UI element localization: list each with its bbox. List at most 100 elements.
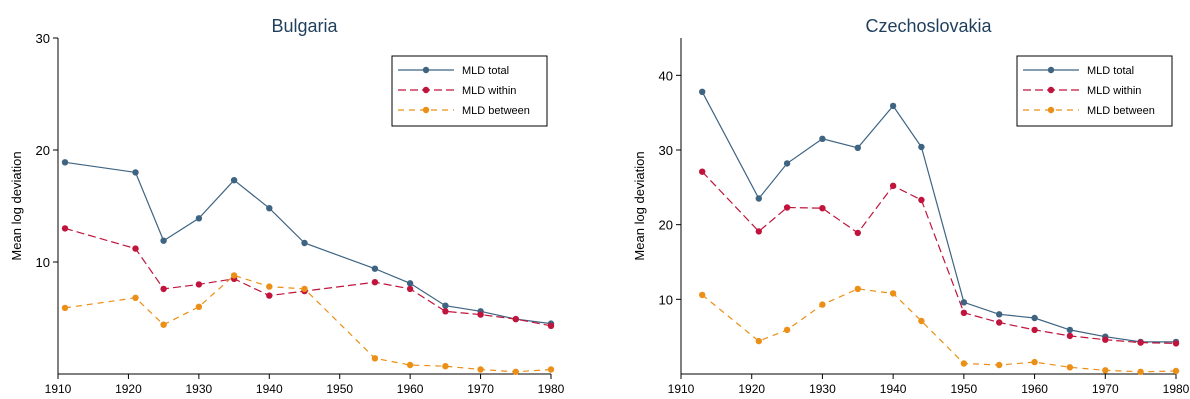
data-point-czechoslovakia-mld-total-1921 — [755, 195, 762, 202]
x-tick-label-bulgaria-1980: 1980 — [538, 382, 565, 396]
x-tick-label-czechoslovakia-1960: 1960 — [1021, 382, 1048, 396]
x-tick-label-bulgaria-1930: 1930 — [186, 382, 213, 396]
legend-marker-bulgaria-mld-total — [422, 66, 430, 74]
data-point-czechoslovakia-mld-total-1925 — [783, 160, 791, 167]
series-line-bulgaria-mld-between — [64, 274, 552, 373]
data-point-bulgaria-mld-between-1975 — [512, 368, 519, 375]
y-tick-label-bulgaria-30: 30 — [36, 31, 50, 46]
legend-label-czechoslovakia-mld-within: MLD within — [1087, 85, 1141, 97]
legend-marker-bulgaria-mld-within — [422, 86, 430, 94]
data-point-czechoslovakia-mld-between-1930 — [819, 301, 826, 308]
legend-marker-czechoslovakia-mld-within — [1047, 86, 1055, 94]
x-tick-label-czechoslovakia-1980: 1980 — [1163, 382, 1190, 396]
x-tick-label-bulgaria-1910: 1910 — [45, 382, 72, 396]
legend-marker-czechoslovakia-mld-total — [1047, 66, 1055, 74]
series-line-czechoslovakia-mld-within — [701, 171, 1177, 344]
data-point-czechoslovakia-mld-within-1921 — [755, 228, 762, 235]
data-point-bulgaria-mld-within-1921 — [132, 245, 139, 252]
legend-label-bulgaria-mld-total: MLD total — [462, 65, 509, 77]
data-point-czechoslovakia-mld-between-1913 — [699, 291, 706, 299]
data-point-bulgaria-mld-between-1965 — [442, 363, 449, 370]
data-point-bulgaria-mld-within-1925 — [160, 285, 167, 293]
data-point-bulgaria-mld-total-1955 — [371, 265, 379, 272]
chart-panel-bulgaria: Bulgaria Mean log deviation 10 20 30 1910 1920… — [9, 16, 565, 396]
data-point-bulgaria-mld-within-1911 — [61, 225, 69, 232]
x-tick-label-czechoslovakia-1950: 1950 — [951, 382, 978, 396]
data-point-bulgaria-mld-total-1960 — [406, 280, 414, 287]
chart-svg-czechoslovakia: Czechoslovakia Mean log deviation 10 20 30 40… — [632, 16, 1190, 396]
y-tick-label-czechoslovakia-20: 20 — [659, 218, 673, 233]
x-tick-label-czechoslovakia-1920: 1920 — [738, 382, 765, 396]
data-point-bulgaria-mld-between-1980 — [547, 366, 555, 373]
data-point-bulgaria-mld-within-1940 — [266, 292, 273, 299]
data-point-bulgaria-mld-total-1965 — [442, 302, 449, 309]
data-point-czechoslovakia-mld-within-1955 — [996, 319, 1003, 326]
data-point-bulgaria-mld-within-1965 — [442, 308, 449, 315]
legend-box-bulgaria — [391, 55, 548, 127]
data-point-czechoslovakia-mld-within-1913 — [699, 168, 706, 175]
data-point-bulgaria-mld-within-1970 — [477, 311, 484, 318]
data-point-czechoslovakia-mld-within-1970 — [1102, 336, 1109, 343]
data-point-czechoslovakia-mld-between-1980 — [1172, 367, 1180, 375]
data-point-bulgaria-mld-between-1921 — [132, 294, 139, 301]
x-tick-label-bulgaria-1920: 1920 — [115, 382, 142, 396]
legend-marker-czechoslovakia-mld-between — [1047, 106, 1055, 114]
data-point-czechoslovakia-mld-within-1935 — [854, 229, 861, 237]
data-point-czechoslovakia-mld-between-1965 — [1066, 364, 1074, 371]
data-point-bulgaria-mld-between-1960 — [406, 361, 414, 369]
data-point-bulgaria-mld-within-1930 — [195, 281, 203, 288]
y-tick-label-bulgaria-10: 10 — [36, 255, 50, 270]
chart-title-czechoslovakia: Czechoslovakia — [865, 16, 992, 36]
data-point-bulgaria-mld-between-1925 — [160, 321, 167, 328]
data-point-czechoslovakia-mld-total-1935 — [854, 144, 861, 151]
x-tick-label-bulgaria-1940: 1940 — [256, 382, 283, 396]
data-point-bulgaria-mld-between-1911 — [61, 304, 69, 312]
x-tick-label-czechoslovakia-1940: 1940 — [880, 382, 907, 396]
data-point-czechoslovakia-mld-within-1960 — [1031, 326, 1038, 334]
chart-svg-bulgaria: Bulgaria Mean log deviation 10 20 30 1910 1920… — [9, 16, 565, 396]
data-point-czechoslovakia-mld-total-1960 — [1031, 314, 1038, 322]
data-point-bulgaria-mld-total-1911 — [61, 159, 69, 166]
data-point-bulgaria-mld-total-1940 — [266, 205, 273, 212]
data-point-czechoslovakia-mld-between-1975 — [1137, 368, 1144, 375]
data-point-bulgaria-mld-total-1921 — [132, 169, 139, 176]
legend-box-czechoslovakia — [1016, 55, 1173, 127]
x-tick-label-czechoslovakia-1910: 1910 — [668, 382, 695, 396]
data-point-czechoslovakia-mld-between-1970 — [1102, 367, 1109, 374]
data-point-czechoslovakia-mld-within-1940 — [889, 182, 897, 189]
data-point-bulgaria-mld-between-1940 — [266, 283, 273, 290]
data-point-czechoslovakia-mld-within-1950 — [960, 309, 968, 316]
legend-marker-bulgaria-mld-between — [422, 106, 430, 114]
data-point-czechoslovakia-mld-total-1965 — [1066, 326, 1074, 334]
data-point-czechoslovakia-mld-between-1925 — [783, 326, 791, 334]
y-tick-label-czechoslovakia-30: 30 — [659, 143, 673, 158]
data-point-czechoslovakia-mld-between-1955 — [996, 361, 1003, 369]
series-line-czechoslovakia-mld-total — [701, 91, 1176, 343]
data-point-czechoslovakia-mld-total-1944 — [918, 143, 925, 151]
data-point-bulgaria-mld-within-1980 — [547, 322, 555, 329]
y-tick-label-czechoslovakia-10: 10 — [659, 292, 673, 307]
data-point-czechoslovakia-mld-within-1930 — [819, 205, 826, 212]
x-tick-label-czechoslovakia-1930: 1930 — [809, 382, 836, 396]
data-point-bulgaria-mld-between-1930 — [195, 303, 203, 310]
data-point-czechoslovakia-mld-between-1944 — [918, 317, 925, 325]
legend-label-bulgaria-mld-between: MLD between — [462, 105, 530, 117]
y-axis-label-czechoslovakia: Mean log deviation — [632, 151, 647, 260]
y-tick-label-bulgaria-20: 20 — [36, 143, 50, 158]
x-tick-label-bulgaria-1960: 1960 — [397, 382, 424, 396]
data-point-czechoslovakia-mld-within-1944 — [918, 196, 925, 204]
data-point-czechoslovakia-mld-between-1960 — [1031, 358, 1038, 366]
data-point-czechoslovakia-mld-within-1980 — [1172, 340, 1180, 347]
series-line-czechoslovakia-mld-between — [701, 288, 1177, 373]
y-axis-label-bulgaria: Mean log deviation — [9, 151, 24, 260]
data-point-czechoslovakia-mld-within-1965 — [1066, 332, 1074, 340]
data-point-bulgaria-mld-within-1955 — [371, 279, 379, 286]
legend-label-czechoslovakia-mld-total: MLD total — [1087, 65, 1134, 77]
data-point-bulgaria-mld-between-1945 — [301, 285, 308, 293]
x-tick-label-czechoslovakia-1970: 1970 — [1092, 382, 1119, 396]
data-point-bulgaria-mld-within-1960 — [406, 285, 414, 293]
x-tick-label-bulgaria-1950: 1950 — [326, 382, 353, 396]
data-point-czechoslovakia-mld-between-1940 — [889, 290, 897, 297]
y-tick-label-czechoslovakia-40: 40 — [659, 68, 673, 83]
